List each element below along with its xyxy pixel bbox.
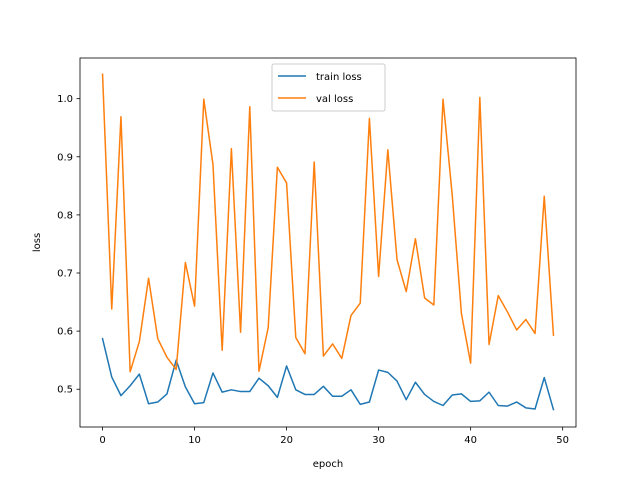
series-layer [101,73,555,411]
x-axis: 0 10 20 30 40 50 [99,427,569,446]
y-tick-label: 0.8 [57,210,73,221]
series-line-val-loss [101,73,555,373]
y-tick-label: 0.9 [57,152,73,163]
x-tick-label: 50 [556,435,569,446]
y-axis: 0.5 0.6 0.7 0.8 0.9 1.0 [57,94,80,396]
y-tick-label: 0.7 [57,269,73,280]
series-line-train-loss [101,337,555,411]
y-tick-label: 0.5 [57,385,73,396]
legend-label-val-loss: val loss [316,94,353,105]
y-axis-title: loss [32,233,43,252]
x-tick-label: 40 [464,435,477,446]
y-tick-label: 0.6 [57,327,73,338]
x-tick-label: 10 [188,435,201,446]
x-tick-label: 20 [280,435,293,446]
legend-label-train-loss: train loss [316,72,362,83]
x-axis-title: epoch [313,459,343,470]
y-tick-label: 1.0 [57,94,73,105]
x-tick-label: 0 [99,435,105,446]
x-tick-label: 30 [372,435,385,446]
plot-frame [79,57,577,428]
legend: train loss val loss [271,63,386,112]
